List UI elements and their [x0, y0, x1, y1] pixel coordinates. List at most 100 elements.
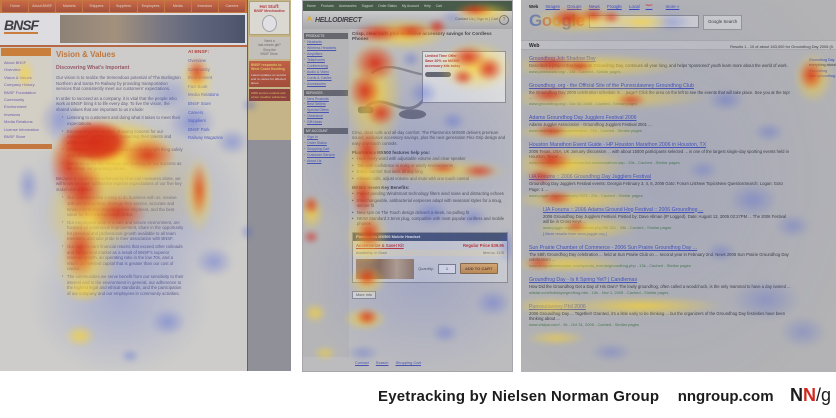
body-paragraph: Crisp, clear calls and all-day comfort. … [352, 130, 506, 146]
nav-tab[interactable]: About BNSF [29, 1, 56, 12]
result-title[interactable]: IJA Forums :: 2006 Groundhog Day Juggler… [529, 174, 651, 181]
regular-price: Regular Price $39.95 [463, 242, 504, 248]
related-link[interactable]: Overview [188, 58, 206, 63]
nav-link[interactable]: Accessories [338, 4, 357, 8]
sidebar-link[interactable]: Investors [4, 111, 21, 117]
nav-link[interactable]: Home [307, 4, 316, 8]
header-band: HELLODIRECT Contact Us | Sign In | Cart … [303, 11, 512, 29]
tab-groups[interactable]: Groups [567, 4, 582, 10]
nav-link[interactable]: My Account [401, 4, 419, 8]
related-link[interactable]: Railway Magazine [188, 135, 223, 141]
nav-tab[interactable]: Careers [218, 1, 245, 12]
footer-links: Contact Search Shopping Cart [355, 360, 428, 365]
related-link[interactable]: Community [188, 66, 210, 72]
related-link[interactable]: BNSF Park [188, 126, 210, 132]
result-title[interactable]: IJA Forums :: 2006 Adams Ground Hog Fest… [543, 206, 704, 213]
item-number: Item no. 1178 [482, 250, 504, 255]
header-links[interactable]: Contact Us | Sign In | Cart [455, 17, 498, 21]
result-title[interactable]: Adams Groundhog Day Jugglers Festival 20… [529, 115, 637, 122]
accessorize-link[interactable]: Accessorize & Save! Kit [356, 242, 404, 248]
more-info-tab[interactable]: More Info [352, 290, 377, 299]
sidebar-link[interactable]: About Us [304, 159, 348, 165]
result-title[interactable]: Groundhog Job Shadow Day [529, 56, 596, 62]
result-title[interactable]: Groundhog Day - Is It Spring Yet? | Cand… [529, 277, 638, 283]
sponsored-link[interactable]: www.groundhog.org [809, 74, 836, 79]
sidebar-link[interactable]: BNSF Store [4, 133, 26, 139]
result-title[interactable]: Sun Prairie Chamber of Commerce - 2006 S… [529, 244, 698, 251]
nng-logo-g: /g [815, 385, 831, 405]
footer-link[interactable]: Shopping Cart [395, 360, 422, 365]
search-result: Punxsutawney Phil 2006 2006 Groundhog Da… [529, 304, 791, 327]
nav-link[interactable]: Order Status [378, 4, 397, 8]
sidebar: About BNSF Overview Vision & Values Company… [0, 47, 52, 152]
sidebar-link[interactable]: About BNSF [4, 60, 27, 65]
nav-link[interactable]: Cart [435, 4, 442, 8]
footer-link[interactable]: Search [375, 360, 389, 365]
result-snippet: Adams Juggler Association - Groundhog Ju… [529, 122, 652, 128]
hot-stuff-box[interactable]: Hot Stuff: BNSF Merchandise [249, 1, 290, 35]
result-snippet: 2006 Texas, USA, UK January discussion .… [529, 149, 789, 160]
features-list: Hear every word with adjustable volume a… [352, 156, 508, 181]
store-teaser-box[interactable]: Need a last-minute gift? Shop the BNSF Stor… [249, 37, 290, 59]
sidebar-link[interactable]: Company History [4, 82, 35, 88]
promo-box-secondary[interactable]: 2006 service outlook and winter weather … [249, 89, 290, 102]
nav-tab[interactable]: Investors [191, 1, 218, 12]
related-link[interactable]: Suppliers [188, 118, 206, 124]
nav-tab[interactable]: Markets [56, 1, 83, 12]
at-bnsf-header: At BNSF: [188, 50, 210, 55]
sponsored-link[interactable]: everything about the [809, 63, 836, 68]
related-link[interactable]: Fact Book [188, 83, 208, 89]
more-results-link[interactable]: [ More results from www.juggle.org ] [543, 230, 607, 236]
screenshot-search-results-page: Web Images Groups News Froogle Local New!… [521, 0, 836, 372]
tab-more[interactable]: more » [665, 4, 680, 10]
features-title: Plantronics MX500 features help you: [352, 150, 431, 156]
search-button[interactable]: Google Search [703, 15, 743, 30]
tab-web[interactable]: Web [529, 4, 539, 10]
product-photo: Limited Time Offer: Save 20% on MX500 ac… [352, 43, 508, 127]
related-link[interactable]: Careers [188, 109, 204, 115]
nav-link[interactable]: Help [423, 4, 431, 8]
add-to-cart-button[interactable]: ADD TO CART [460, 263, 498, 275]
nav-tab[interactable]: Shippers [83, 1, 110, 12]
nav-link[interactable]: Support [361, 4, 374, 8]
result-snippet: 2006 Groundhog Day ... Together! Granted… [529, 310, 786, 322]
nng-logo: NN/g [790, 385, 831, 405]
result-title[interactable]: Groundhog .org - the Official Site of th… [529, 82, 694, 89]
offer-callout-box[interactable]: Limited Time Offer: Save 20% on MX500 ac… [422, 51, 506, 103]
quantity-input[interactable]: 1 [438, 263, 457, 274]
nav-tab[interactable]: Suppliers [110, 1, 137, 12]
merchandise-thumbnail [262, 15, 277, 32]
result-title[interactable]: Punxsutawney Phil 2006 [529, 303, 586, 310]
nav-tab[interactable]: Media [164, 1, 191, 12]
sidebar-link[interactable]: Vision & Values [4, 74, 32, 80]
sidebar-section-header: SERVICES [304, 89, 348, 96]
sidebar-link[interactable]: License Information [4, 126, 39, 132]
nav-tab[interactable]: Employees [137, 1, 164, 12]
sidebar-link[interactable]: Gift Ideas [304, 120, 348, 126]
sidebar-link[interactable]: Media Relations [4, 119, 33, 125]
sidebar-link[interactable]: Overview [4, 67, 21, 73]
nav-link[interactable]: Products [320, 4, 334, 8]
nav-tab[interactable]: Home [2, 1, 29, 12]
hellodirect-logo[interactable]: HELLODIRECT [306, 15, 362, 24]
related-link[interactable]: BNSF Store [188, 100, 211, 106]
new-badge: New! [645, 3, 653, 7]
sidebar-link[interactable]: Community [4, 96, 25, 102]
availability: Availability: In Stock [356, 250, 388, 255]
related-link[interactable]: Media Relations [188, 92, 219, 98]
tab-froogle[interactable]: Froogle [606, 4, 622, 10]
tab-news[interactable]: News [588, 4, 600, 10]
sidebar-link[interactable]: BNSF Foundation [4, 89, 36, 95]
sidebar-link[interactable]: Environment [4, 104, 27, 110]
promo-box[interactable]: BNSF responds to West Coast flooding Lat… [249, 60, 290, 88]
hot-stuff-sub: BNSF Merchandise [254, 9, 285, 13]
related-link[interactable]: Environment [188, 75, 213, 81]
footer-link[interactable]: Contact [355, 360, 369, 365]
tab-images[interactable]: Images [545, 4, 560, 10]
tab-local[interactable]: Local New! [629, 3, 658, 9]
help-icon[interactable]: ? [499, 15, 509, 25]
result-title[interactable]: Houston Marathon Event Guide - HP Housto… [529, 142, 707, 148]
sidebar-link[interactable]: Accessories [304, 82, 348, 88]
result-snippet: The 58th Groundhog Day celebration ... h… [529, 251, 789, 263]
search-input[interactable] [589, 15, 699, 28]
